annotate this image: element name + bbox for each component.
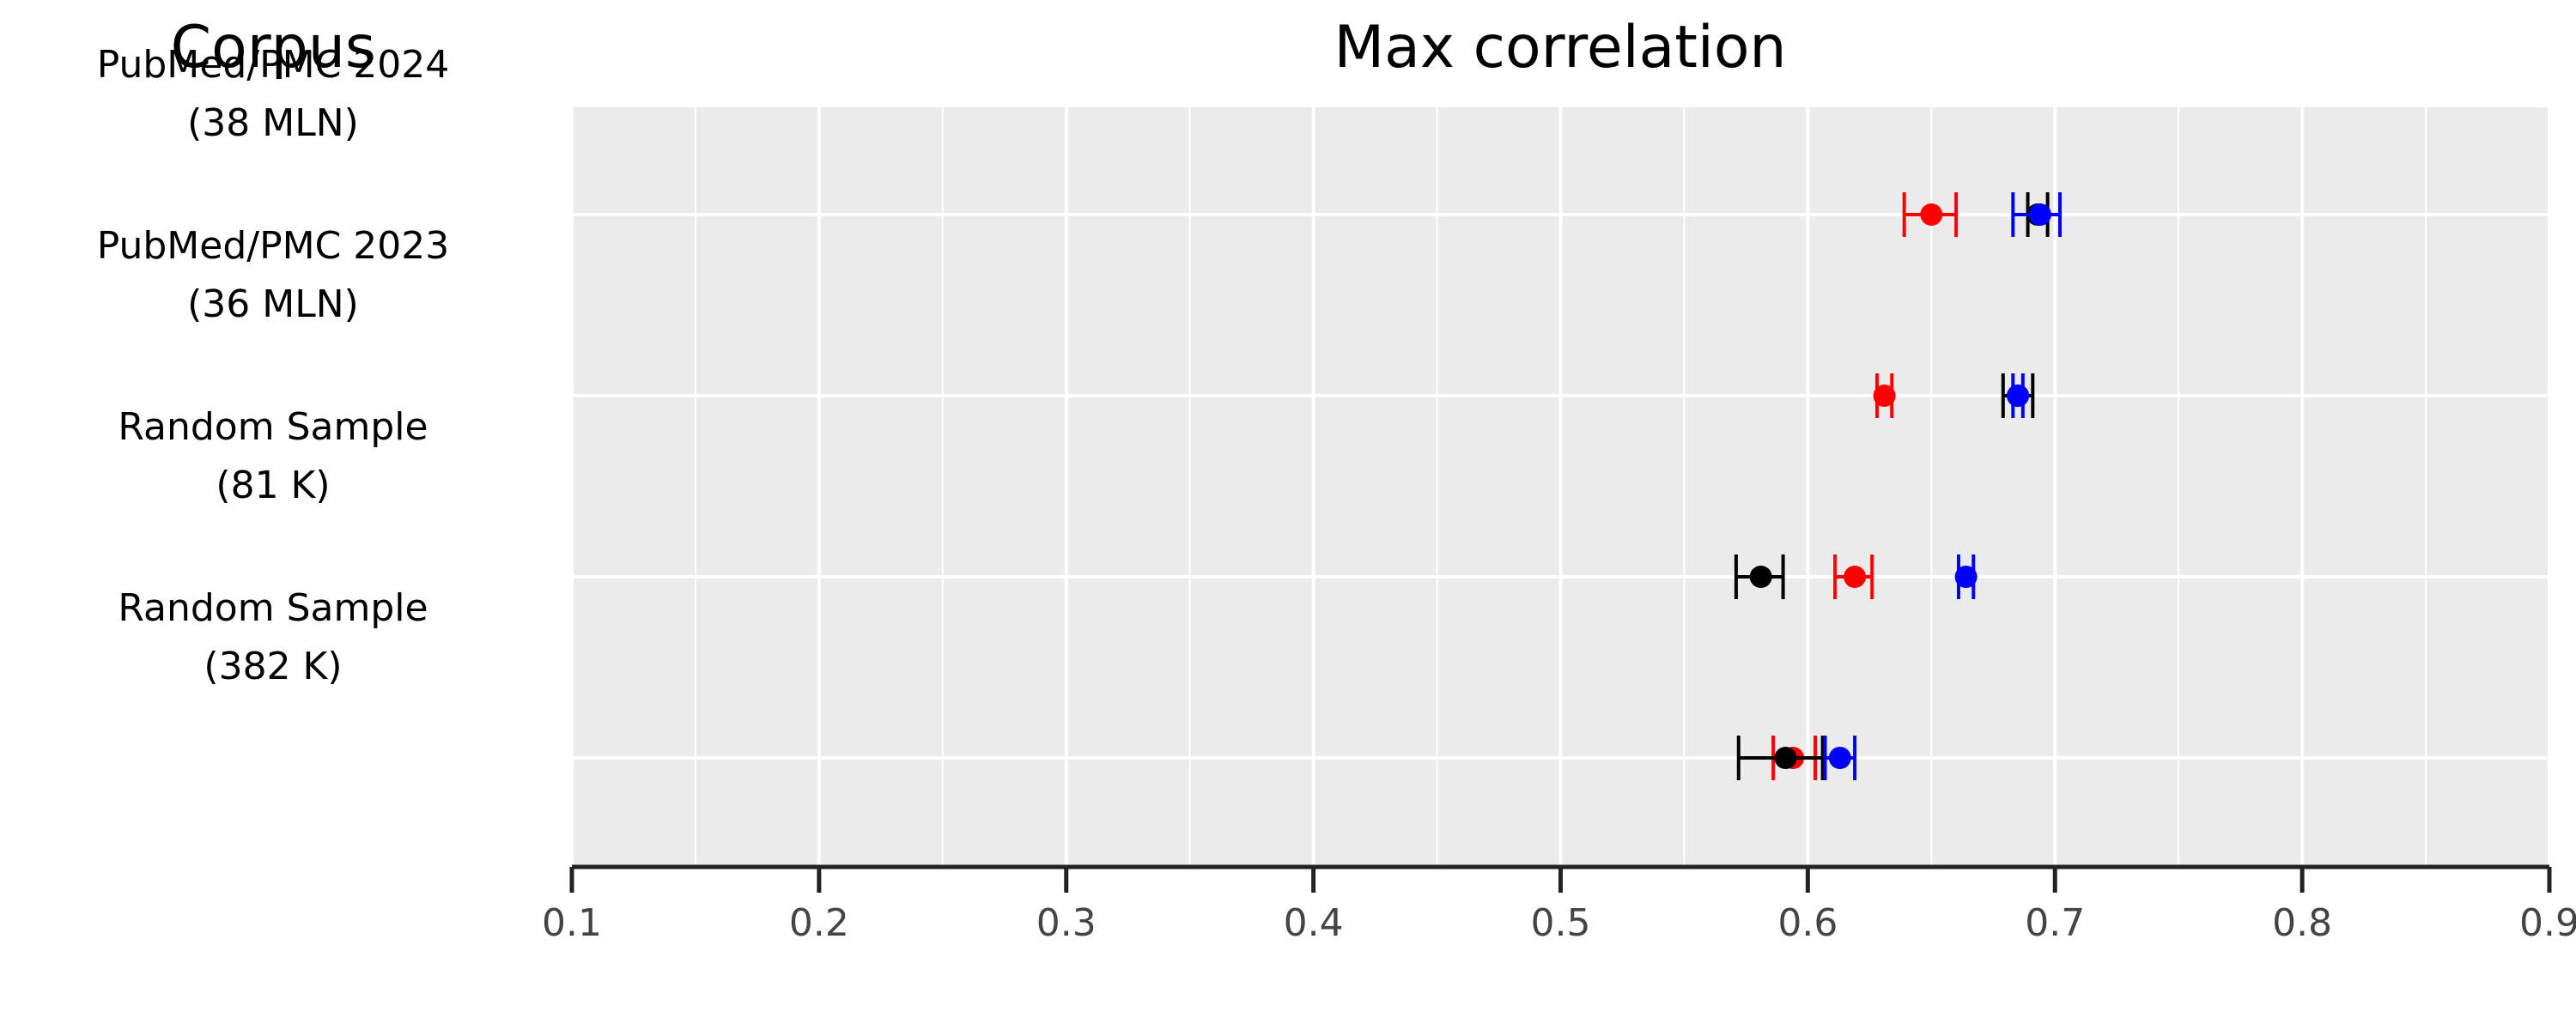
data-point: [1873, 385, 1896, 407]
data-point: [2028, 203, 2051, 226]
errorbar-point: [1902, 192, 1959, 237]
errorbar-point: [2011, 192, 2063, 237]
errorbar-point: [1833, 554, 1874, 599]
data-point: [1844, 566, 1867, 588]
x-tick-label: 0.6: [1777, 901, 1838, 945]
errorbar-point: [1954, 554, 1978, 599]
data-point: [1920, 203, 1943, 226]
chart-title: Max correlation: [1334, 14, 1786, 82]
x-tick-label: 0.2: [789, 901, 849, 945]
x-tick-label: 0.7: [2025, 901, 2085, 945]
row-header: Corpus: [171, 14, 376, 82]
x-tick-label: 0.1: [542, 901, 602, 945]
x-tick-label: 0.3: [1036, 901, 1097, 945]
x-tick-label: 0.9: [2519, 901, 2576, 945]
errorbar-point: [1734, 554, 1785, 599]
data-point: [2007, 385, 2030, 407]
data-point: [1828, 747, 1851, 769]
errorbar-point: [1736, 736, 1825, 780]
x-tick-label: 0.4: [1284, 901, 1344, 945]
category-label: PubMed/PMC 2023: [97, 224, 450, 268]
category-label: Random Sample: [118, 586, 428, 630]
data-point: [1954, 566, 1978, 588]
x-tick-label: 0.5: [1531, 901, 1591, 945]
category-label: (382 K): [204, 645, 342, 688]
category-label: Random Sample: [118, 405, 428, 449]
errorbar-point: [1873, 373, 1896, 418]
x-tick-label: 0.8: [2272, 901, 2332, 945]
category-label: (38 MLN): [187, 101, 359, 145]
category-label: (81 K): [216, 464, 330, 507]
data-point: [1774, 747, 1797, 769]
category-label: (36 MLN): [187, 282, 359, 326]
category-label: PubMed/PMC 2024: [97, 43, 450, 87]
errorbar-point: [1823, 736, 1857, 780]
errorbar-point: [2007, 373, 2030, 418]
data-point: [1749, 566, 1772, 588]
